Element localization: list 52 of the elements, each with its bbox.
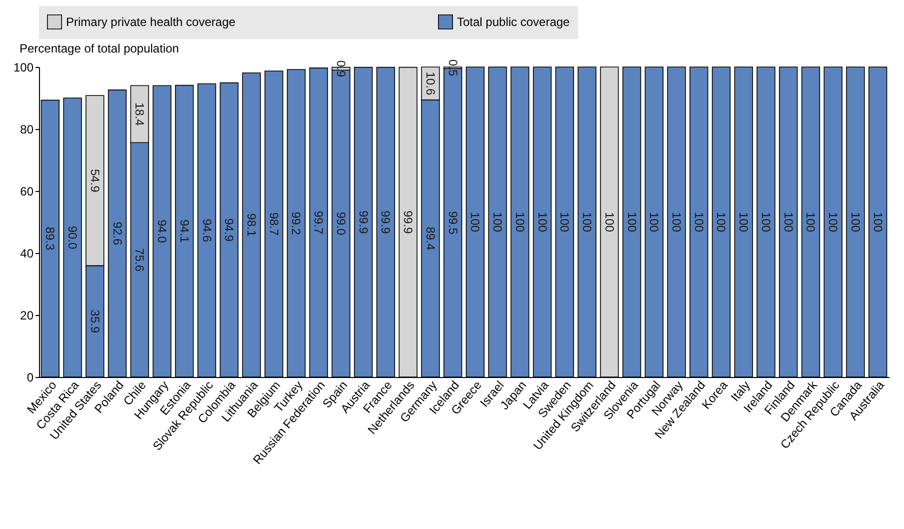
data-label: 100 — [736, 212, 751, 232]
data-label: 99.2 — [289, 212, 304, 236]
y-axis-title: Percentage of total population — [20, 42, 179, 56]
data-label: 100 — [848, 212, 862, 232]
data-label: 100 — [558, 212, 572, 232]
data-label: 0.5 — [446, 59, 460, 76]
data-label: 100 — [624, 212, 639, 232]
data-label: 98.7 — [266, 212, 281, 236]
y-tick-label: 100 — [13, 60, 34, 74]
y-tick-label: 80 — [20, 122, 34, 136]
data-label: 90.0 — [66, 226, 80, 250]
data-label: 35.9 — [88, 310, 102, 334]
y-tick-label: 0 — [26, 370, 34, 384]
data-label: 10.6 — [423, 72, 438, 96]
data-label: 94.0 — [155, 220, 170, 244]
data-label: 100 — [758, 212, 773, 232]
data-label: 100 — [468, 212, 482, 232]
data-label: 100 — [826, 212, 840, 232]
data-label: 100 — [490, 212, 505, 232]
data-label: 18.4 — [132, 102, 147, 126]
data-label: 100 — [580, 212, 594, 232]
data-label: 100 — [670, 212, 684, 232]
data-label: 100 — [602, 212, 616, 232]
legend-label: Total public coverage — [457, 14, 570, 29]
data-label: 100 — [692, 212, 706, 232]
data-label: 99.5 — [446, 211, 460, 235]
data-label: 100 — [781, 212, 796, 232]
y-tick-label: 20 — [20, 308, 34, 322]
data-label: 92.6 — [110, 222, 124, 246]
data-label: 99.7 — [312, 210, 326, 234]
data-label: 100 — [870, 212, 885, 232]
data-label: 89.4 — [423, 226, 438, 250]
data-label: 99.9 — [401, 210, 416, 234]
data-label: 98.1 — [244, 213, 258, 237]
y-tick-label: 40 — [20, 246, 34, 260]
data-label: 89.3 — [43, 226, 58, 251]
legend-label: Primary private health coverage — [66, 14, 236, 29]
data-label: 94.1 — [177, 219, 192, 244]
data-label: 100 — [714, 212, 728, 232]
data-label: 94.9 — [222, 218, 236, 242]
data-label: 100 — [512, 212, 527, 232]
data-label: 94.6 — [200, 218, 214, 242]
data-label: 100 — [647, 212, 662, 232]
data-label: 100 — [804, 212, 818, 232]
data-label: 99.0 — [334, 212, 348, 236]
data-label: 75.6 — [132, 248, 147, 272]
y-tick-label: 60 — [20, 184, 34, 198]
data-label: 0.9 — [334, 60, 348, 78]
data-label: 100 — [535, 212, 550, 232]
data-label: 99.9 — [378, 210, 393, 234]
data-label: 54.9 — [88, 168, 102, 193]
data-label: 99.9 — [356, 210, 370, 234]
